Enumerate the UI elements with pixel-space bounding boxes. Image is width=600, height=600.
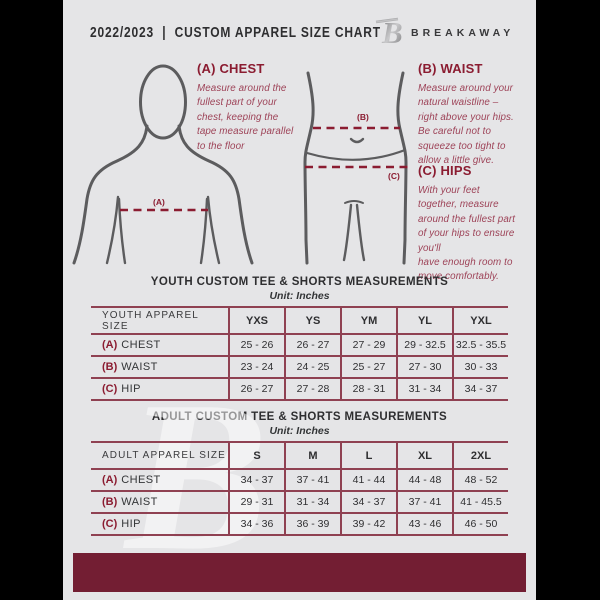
table-cell: 26 - 27 bbox=[228, 377, 284, 399]
waist-heading: (B) WAIST bbox=[418, 61, 483, 76]
table-cell: 29 - 32.5 bbox=[396, 333, 452, 355]
table-cell: 37 - 41 bbox=[396, 490, 452, 512]
table-cell: 43 - 46 bbox=[396, 512, 452, 534]
table-cell: 32.5 - 35.5 bbox=[452, 333, 508, 355]
adult-size-s-header: S bbox=[228, 443, 284, 468]
youth-size-yxs-header: YXS bbox=[228, 308, 284, 333]
youth-size-yl-header: YL bbox=[396, 308, 452, 333]
youth-size-table: YOUTH APPAREL SIZE YXS YS YM YL YXL (A) C… bbox=[91, 306, 508, 401]
table-row-label: (A) CHEST bbox=[91, 468, 228, 490]
youth-size-ym-header: YM bbox=[340, 308, 396, 333]
footer-bar bbox=[73, 553, 526, 592]
adult-size-table: ADULT APPAREL SIZE S M L XL 2XL (A) CHEST… bbox=[91, 441, 508, 536]
adult-table-unit: Unit: Inches bbox=[269, 425, 330, 437]
table-cell: 34 - 37 bbox=[452, 377, 508, 399]
adult-size-m-header: M bbox=[284, 443, 340, 468]
adult-table-title: ADULT CUSTOM TEE & SHORTS MEASUREMENTS bbox=[151, 411, 448, 423]
chest-heading: (A) CHEST bbox=[197, 61, 265, 76]
page-title: 2022/2023 | CUSTOM APPAREL SIZE CHART bbox=[90, 24, 381, 41]
brand-name: BREAKAWAY bbox=[411, 27, 515, 39]
youth-size-ys-header: YS bbox=[284, 308, 340, 333]
adult-size-xl-header: XL bbox=[396, 443, 452, 468]
adult-size-2xl-header: 2XL bbox=[452, 443, 508, 468]
lower-body-figure-illustration bbox=[303, 71, 408, 265]
table-cell: 48 - 52 bbox=[452, 468, 508, 490]
youth-table-unit: Unit: Inches bbox=[269, 290, 330, 302]
table-cell: 44 - 48 bbox=[396, 468, 452, 490]
table-row-label: (C) HIP bbox=[91, 377, 228, 399]
table-cell: 27 - 30 bbox=[396, 355, 452, 377]
adult-size-l-header: L bbox=[340, 443, 396, 468]
table-row-label: (A) CHEST bbox=[91, 333, 228, 355]
table-row-label: (B) WAIST bbox=[91, 355, 228, 377]
svg-text:B: B bbox=[381, 15, 403, 50]
youth-size-yxl-header: YXL bbox=[452, 308, 508, 333]
document: 2022/2023 | CUSTOM APPAREL SIZE CHART B … bbox=[63, 0, 536, 600]
table-cell: 41 - 44 bbox=[340, 468, 396, 490]
table-cell: 39 - 42 bbox=[340, 512, 396, 534]
table-row-label: (C) HIP bbox=[91, 512, 228, 534]
chest-line-label: (A) bbox=[153, 197, 165, 207]
breakaway-logo-icon: B bbox=[375, 15, 403, 50]
table-cell: 37 - 41 bbox=[284, 468, 340, 490]
youth-size-col-header: YOUTH APPAREL SIZE bbox=[102, 309, 199, 332]
table-cell: 34 - 37 bbox=[228, 468, 284, 490]
table-cell: 25 - 26 bbox=[228, 333, 284, 355]
hips-instructions: With your feet together, measure around … bbox=[418, 185, 516, 283]
adult-size-col-header: ADULT APPAREL SIZE bbox=[102, 450, 226, 461]
table-cell: 25 - 27 bbox=[340, 355, 396, 377]
table-cell: 30 - 33 bbox=[452, 355, 508, 377]
table-cell: 36 - 39 bbox=[284, 512, 340, 534]
body-measurement-diagram bbox=[72, 64, 412, 265]
chest-instructions: Measure around the fullest part of your … bbox=[197, 83, 294, 152]
table-cell: 23 - 24 bbox=[228, 355, 284, 377]
hips-line-label: (C) bbox=[388, 171, 400, 181]
measurement-dashed-lines bbox=[120, 126, 412, 212]
table-cell: 27 - 29 bbox=[340, 333, 396, 355]
table-cell: 31 - 34 bbox=[284, 490, 340, 512]
table-cell: 34 - 36 bbox=[228, 512, 284, 534]
table-row-label: (B) WAIST bbox=[91, 490, 228, 512]
table-cell: 29 - 31 bbox=[228, 490, 284, 512]
table-cell: 24 - 25 bbox=[284, 355, 340, 377]
table-cell: 34 - 37 bbox=[340, 490, 396, 512]
table-cell: 27 - 28 bbox=[284, 377, 340, 399]
table-cell: 46 - 50 bbox=[452, 512, 508, 534]
table-cell: 31 - 34 bbox=[396, 377, 452, 399]
waist-instructions: Measure around your natural waistline – … bbox=[418, 83, 514, 167]
table-cell: 41 - 45.5 bbox=[452, 490, 508, 512]
youth-table-title: YOUTH CUSTOM TEE & SHORTS MEASUREMENTS bbox=[150, 276, 449, 288]
hips-heading: (C) HIPS bbox=[418, 163, 472, 178]
waist-line-label: (B) bbox=[357, 112, 369, 122]
table-cell: 26 - 27 bbox=[284, 333, 340, 355]
table-cell: 28 - 31 bbox=[340, 377, 396, 399]
torso-figure-illustration bbox=[72, 64, 254, 265]
